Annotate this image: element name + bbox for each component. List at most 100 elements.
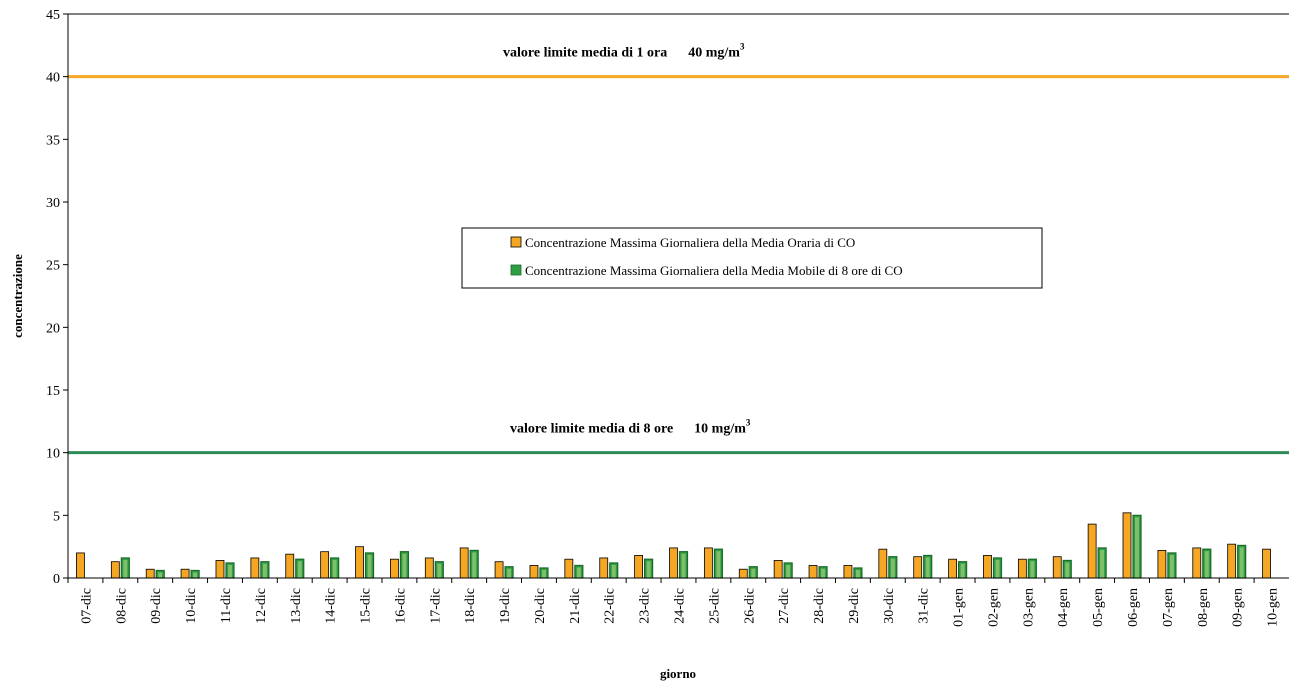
bar-oraria [1087, 523, 1097, 579]
bar-oraria [494, 561, 504, 579]
x-tick-label: 19-dic [498, 588, 513, 624]
y-tick-label: 45 [46, 8, 60, 23]
legend-swatch-oraria [510, 236, 522, 248]
bar-mobile-inner [402, 553, 407, 578]
x-tick-label: 03-gen [1021, 588, 1036, 627]
x-tick-label: 07-dic [79, 588, 94, 624]
x-tick-label: 22-dic [603, 588, 618, 624]
x-tick-label: 25-dic [707, 588, 722, 624]
x-tick-label: 29-dic [847, 588, 862, 624]
y-tick-label: 25 [46, 259, 60, 274]
bar-mobile-inner [1100, 549, 1105, 578]
y-tick-label: 35 [46, 133, 60, 148]
x-tick-label: 14-dic [324, 588, 339, 624]
bar-oraria [634, 555, 644, 579]
bar-oraria [669, 547, 678, 579]
y-tick-label: 5 [53, 509, 60, 524]
x-tick-label: 04-gen [1056, 588, 1071, 627]
bar-mobile-inner [995, 559, 1000, 578]
bar-mobile-inner [646, 561, 651, 578]
reference-lines: valore limite media di 1 ora 40 mg/m3 val… [68, 42, 1289, 455]
legend-label-mobile: Concentrazione Massima Giornaliera della… [525, 263, 903, 278]
bar-oraria [1262, 548, 1271, 579]
bar-mobile-inner [332, 559, 337, 578]
bar-oraria [76, 552, 85, 579]
reference-line-label: valore limite media di 1 ora 40 mg/m3 [503, 42, 745, 61]
x-tick-label: 11-dic [219, 588, 234, 623]
bar-oraria [250, 557, 260, 579]
x-tick-label: 21-dic [568, 588, 583, 624]
bar-oraria [703, 547, 713, 579]
bar-mobile-inner [1204, 551, 1209, 578]
bar-mobile-inner [786, 564, 791, 578]
bar-mobile-inner [193, 572, 198, 578]
bar-oraria [459, 547, 469, 579]
x-tick-label: 31-dic [917, 588, 932, 624]
bar-oraria [1052, 556, 1062, 579]
x-tick-label: 24-dic [673, 588, 688, 624]
bar-mobile-inner [1135, 517, 1140, 578]
x-tick-label: 08-dic [114, 588, 129, 624]
bar-mobile-inner [507, 568, 512, 578]
y-tick-label: 20 [46, 321, 60, 336]
x-axis-title: giorno [660, 666, 696, 681]
bar-oraria [948, 558, 957, 579]
legend-swatch-mobile [510, 264, 522, 276]
bar-oraria [773, 560, 783, 579]
bar-mobile-inner [821, 568, 826, 578]
bar-oraria [738, 568, 748, 579]
bar-mobile-inner [716, 551, 721, 578]
bar-oraria [320, 551, 330, 579]
bar-mobile-inner [1169, 554, 1174, 578]
legend-label-oraria: Concentrazione Massima Giornaliera della… [525, 235, 855, 250]
bar-mobile-inner [890, 558, 895, 578]
bar-oraria [599, 557, 609, 579]
bar-oraria [355, 546, 364, 579]
x-tick-label: 09-dic [149, 588, 164, 624]
reference-line-label: valore limite media di 8 ore 10 mg/m3 [510, 418, 751, 437]
bar-oraria [180, 568, 190, 579]
ticks: 0 5 10 15 20 25 30 35 40 45 07-dic 08-dic 09-dic 10-d… [46, 8, 1281, 627]
x-tick-label: 23-dic [638, 588, 653, 624]
bar-oraria [564, 558, 574, 579]
bar-mobile-inner [227, 564, 232, 578]
bar-oraria [145, 568, 155, 579]
bar-mobile-inner [367, 554, 372, 578]
y-tick-label: 0 [53, 572, 60, 587]
bar-mobile-inner [472, 552, 477, 578]
x-tick-label: 17-dic [428, 588, 443, 624]
bar-mobile-inner [158, 572, 163, 578]
x-tick-label: 05-gen [1091, 588, 1106, 627]
x-tick-label: 26-dic [742, 588, 757, 624]
bar-mobile-inner [123, 559, 128, 578]
bar-mobile-inner [1030, 561, 1035, 578]
x-tick-label: 10-dic [184, 588, 199, 624]
x-tick-label: 28-dic [812, 588, 827, 624]
y-tick-label: 10 [46, 447, 60, 462]
bar-mobile-inner [437, 563, 442, 578]
y-tick-label: 40 [46, 71, 60, 86]
x-tick-label: 30-dic [882, 588, 897, 624]
bar-mobile-inner [1239, 547, 1244, 578]
y-tick-label: 15 [46, 384, 60, 399]
x-tick-label: 08-gen [1196, 588, 1211, 627]
y-axis-title: concentrazione [10, 254, 25, 338]
bar-oraria [843, 565, 853, 579]
x-tick-label: 09-gen [1231, 588, 1246, 627]
bars [76, 512, 1271, 579]
bar-oraria [983, 555, 992, 579]
bar-mobile-inner [541, 569, 546, 578]
x-tick-label: 10-gen [1266, 588, 1281, 627]
bar-oraria [215, 560, 225, 579]
bar-oraria [808, 565, 818, 579]
bar-oraria [1157, 550, 1167, 579]
x-tick-label: 02-gen [986, 588, 1001, 627]
legend: Concentrazione Massima Giornaliera della… [461, 227, 1043, 289]
x-tick-label: 27-dic [777, 588, 792, 624]
bar-oraria [1122, 512, 1132, 579]
bar-mobile-inner [297, 561, 302, 578]
bar-oraria [110, 561, 120, 579]
x-tick-label: 13-dic [289, 588, 304, 624]
